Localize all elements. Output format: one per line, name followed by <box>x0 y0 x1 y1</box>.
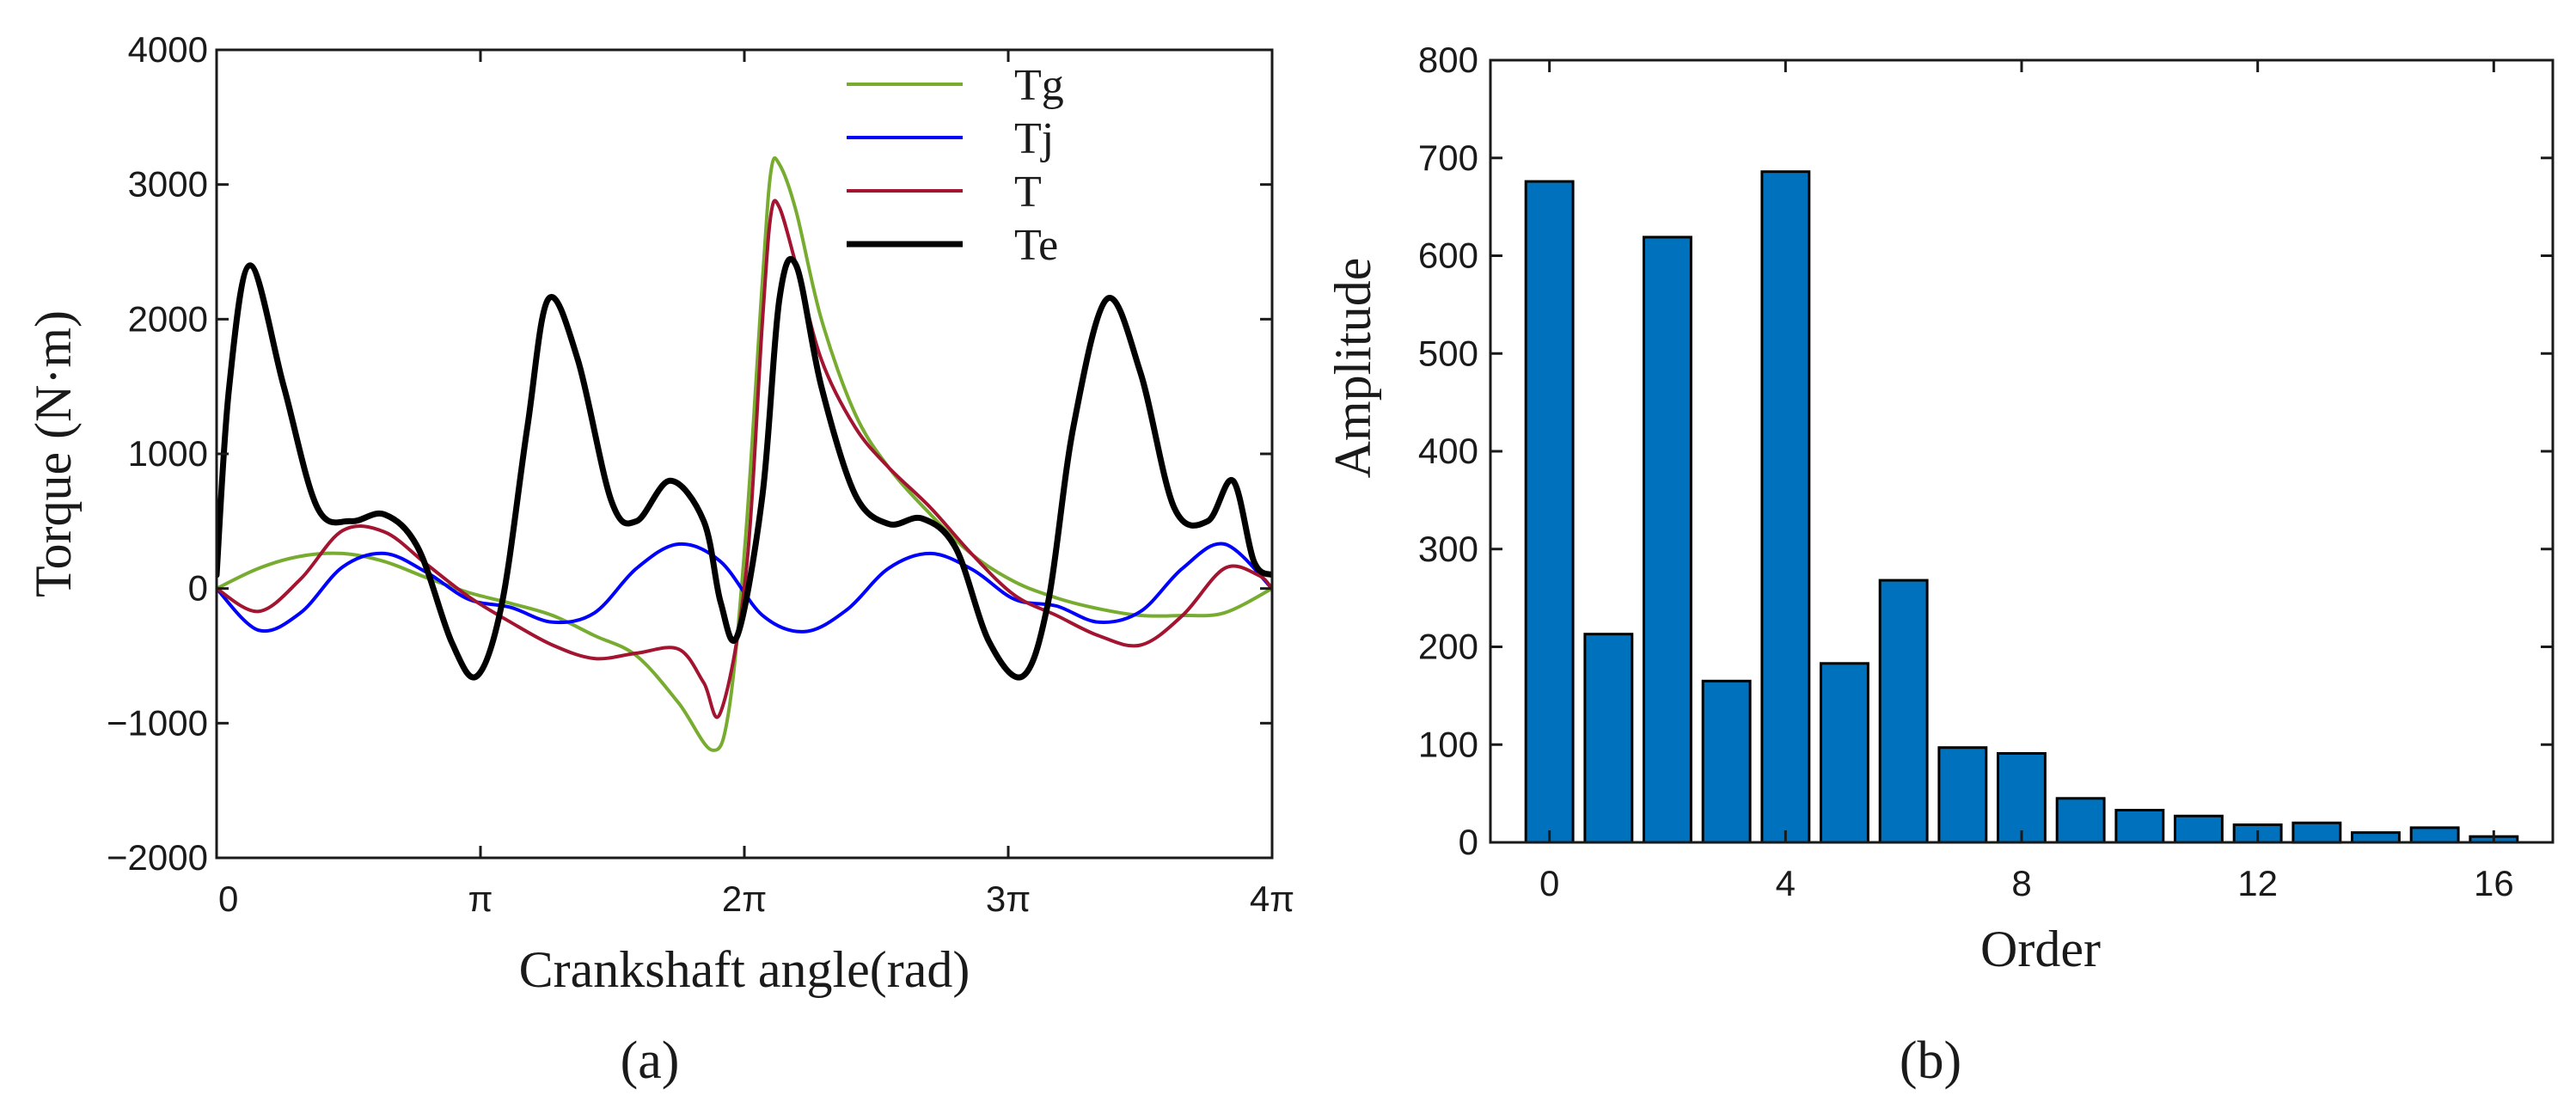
y-tick-label: −1000 <box>107 702 208 743</box>
series-line-tg <box>217 156 1272 752</box>
y-tick-label: 2000 <box>128 298 208 339</box>
bar-order-5 <box>1820 662 1869 844</box>
x-tick-label: 3π <box>986 878 1031 919</box>
bar-chart-panel: 0 100 200 300 400 500 600 700 800 0 4 8 12 16 Order A… <box>1325 40 2555 1090</box>
line-chart-panel-label: (a) <box>621 1031 680 1090</box>
bar-order-13 <box>2291 821 2342 844</box>
line-chart-ticks: −2000 −1000 0 1000 2000 3000 4000 0 π 2π 3π 4π <box>107 29 1294 919</box>
legend-label-te: Te <box>1014 221 1058 270</box>
y-tick-label: −2000 <box>107 837 208 878</box>
y-tick-label: 700 <box>1418 138 1478 178</box>
series-line-t <box>217 199 1272 719</box>
bar-order-9 <box>2055 797 2106 844</box>
bar-order-10 <box>2114 809 2165 844</box>
x-tick-label: 12 <box>2237 863 2278 903</box>
bar-order-14 <box>2351 831 2401 844</box>
y-tick-label: 200 <box>1418 627 1478 667</box>
y-tick-label: 0 <box>188 568 208 609</box>
line-chart-panel: −2000 −1000 0 1000 2000 3000 4000 0 π 2π 3π 4π TgTj… <box>25 29 1294 1090</box>
y-tick-label: 0 <box>1459 822 1478 862</box>
bar-chart-x-axis-title: Order <box>1980 921 2101 977</box>
y-tick-label: 400 <box>1418 431 1478 471</box>
y-tick-label: 1000 <box>128 433 208 474</box>
x-tick-label: 8 <box>2011 863 2031 903</box>
x-tick-label: 4π <box>1250 878 1294 919</box>
y-tick-label: 300 <box>1418 529 1478 569</box>
x-tick-label: 16 <box>2474 863 2514 903</box>
y-tick-label: 800 <box>1418 40 1478 80</box>
y-tick-label: 600 <box>1418 236 1478 276</box>
line-chart-y-axis-title: Torque (N·m) <box>25 310 82 597</box>
bar-order-6 <box>1878 578 1929 844</box>
legend-label-tg: Tg <box>1014 61 1064 110</box>
y-tick-label: 4000 <box>128 29 208 70</box>
bar-order-2 <box>1643 236 1692 844</box>
bar-order-4 <box>1760 170 1811 844</box>
x-tick-label: π <box>468 878 493 919</box>
x-tick-label: 4 <box>1776 863 1796 903</box>
series-line-tj <box>217 542 1272 634</box>
y-tick-label: 3000 <box>128 164 208 205</box>
bar-order-7 <box>1937 746 1988 844</box>
x-tick-label: 2π <box>722 878 767 919</box>
bar-order-3 <box>1701 679 1752 844</box>
x-tick-label: 0 <box>218 878 238 919</box>
bar-order-8 <box>1997 752 2047 844</box>
y-tick-label: 500 <box>1418 333 1478 373</box>
legend-label-tj: Tj <box>1014 114 1054 163</box>
bar-order-1 <box>1583 633 1634 844</box>
bar-chart-y-axis-title: Amplitude <box>1325 258 1381 479</box>
line-chart-x-axis-title: Crankshaft angle(rad) <box>519 941 970 998</box>
bar-chart-ticks: 0 100 200 300 400 500 600 700 800 0 4 8 12 16 <box>1418 40 2553 903</box>
y-tick-label: 100 <box>1418 724 1478 764</box>
x-tick-label: 0 <box>1539 863 1559 903</box>
bar-order-11 <box>2174 814 2224 844</box>
bar-chart-panel-label: (b) <box>1900 1031 1961 1090</box>
bar-chart-plot-area <box>1524 170 2519 844</box>
bar-order-0 <box>1524 180 1575 844</box>
series-line-te <box>217 255 1272 681</box>
line-chart-frame <box>215 48 1274 860</box>
line-chart-plot-area <box>217 156 1272 752</box>
bar-order-15 <box>2409 826 2460 844</box>
legend-label-t: T <box>1014 168 1042 217</box>
